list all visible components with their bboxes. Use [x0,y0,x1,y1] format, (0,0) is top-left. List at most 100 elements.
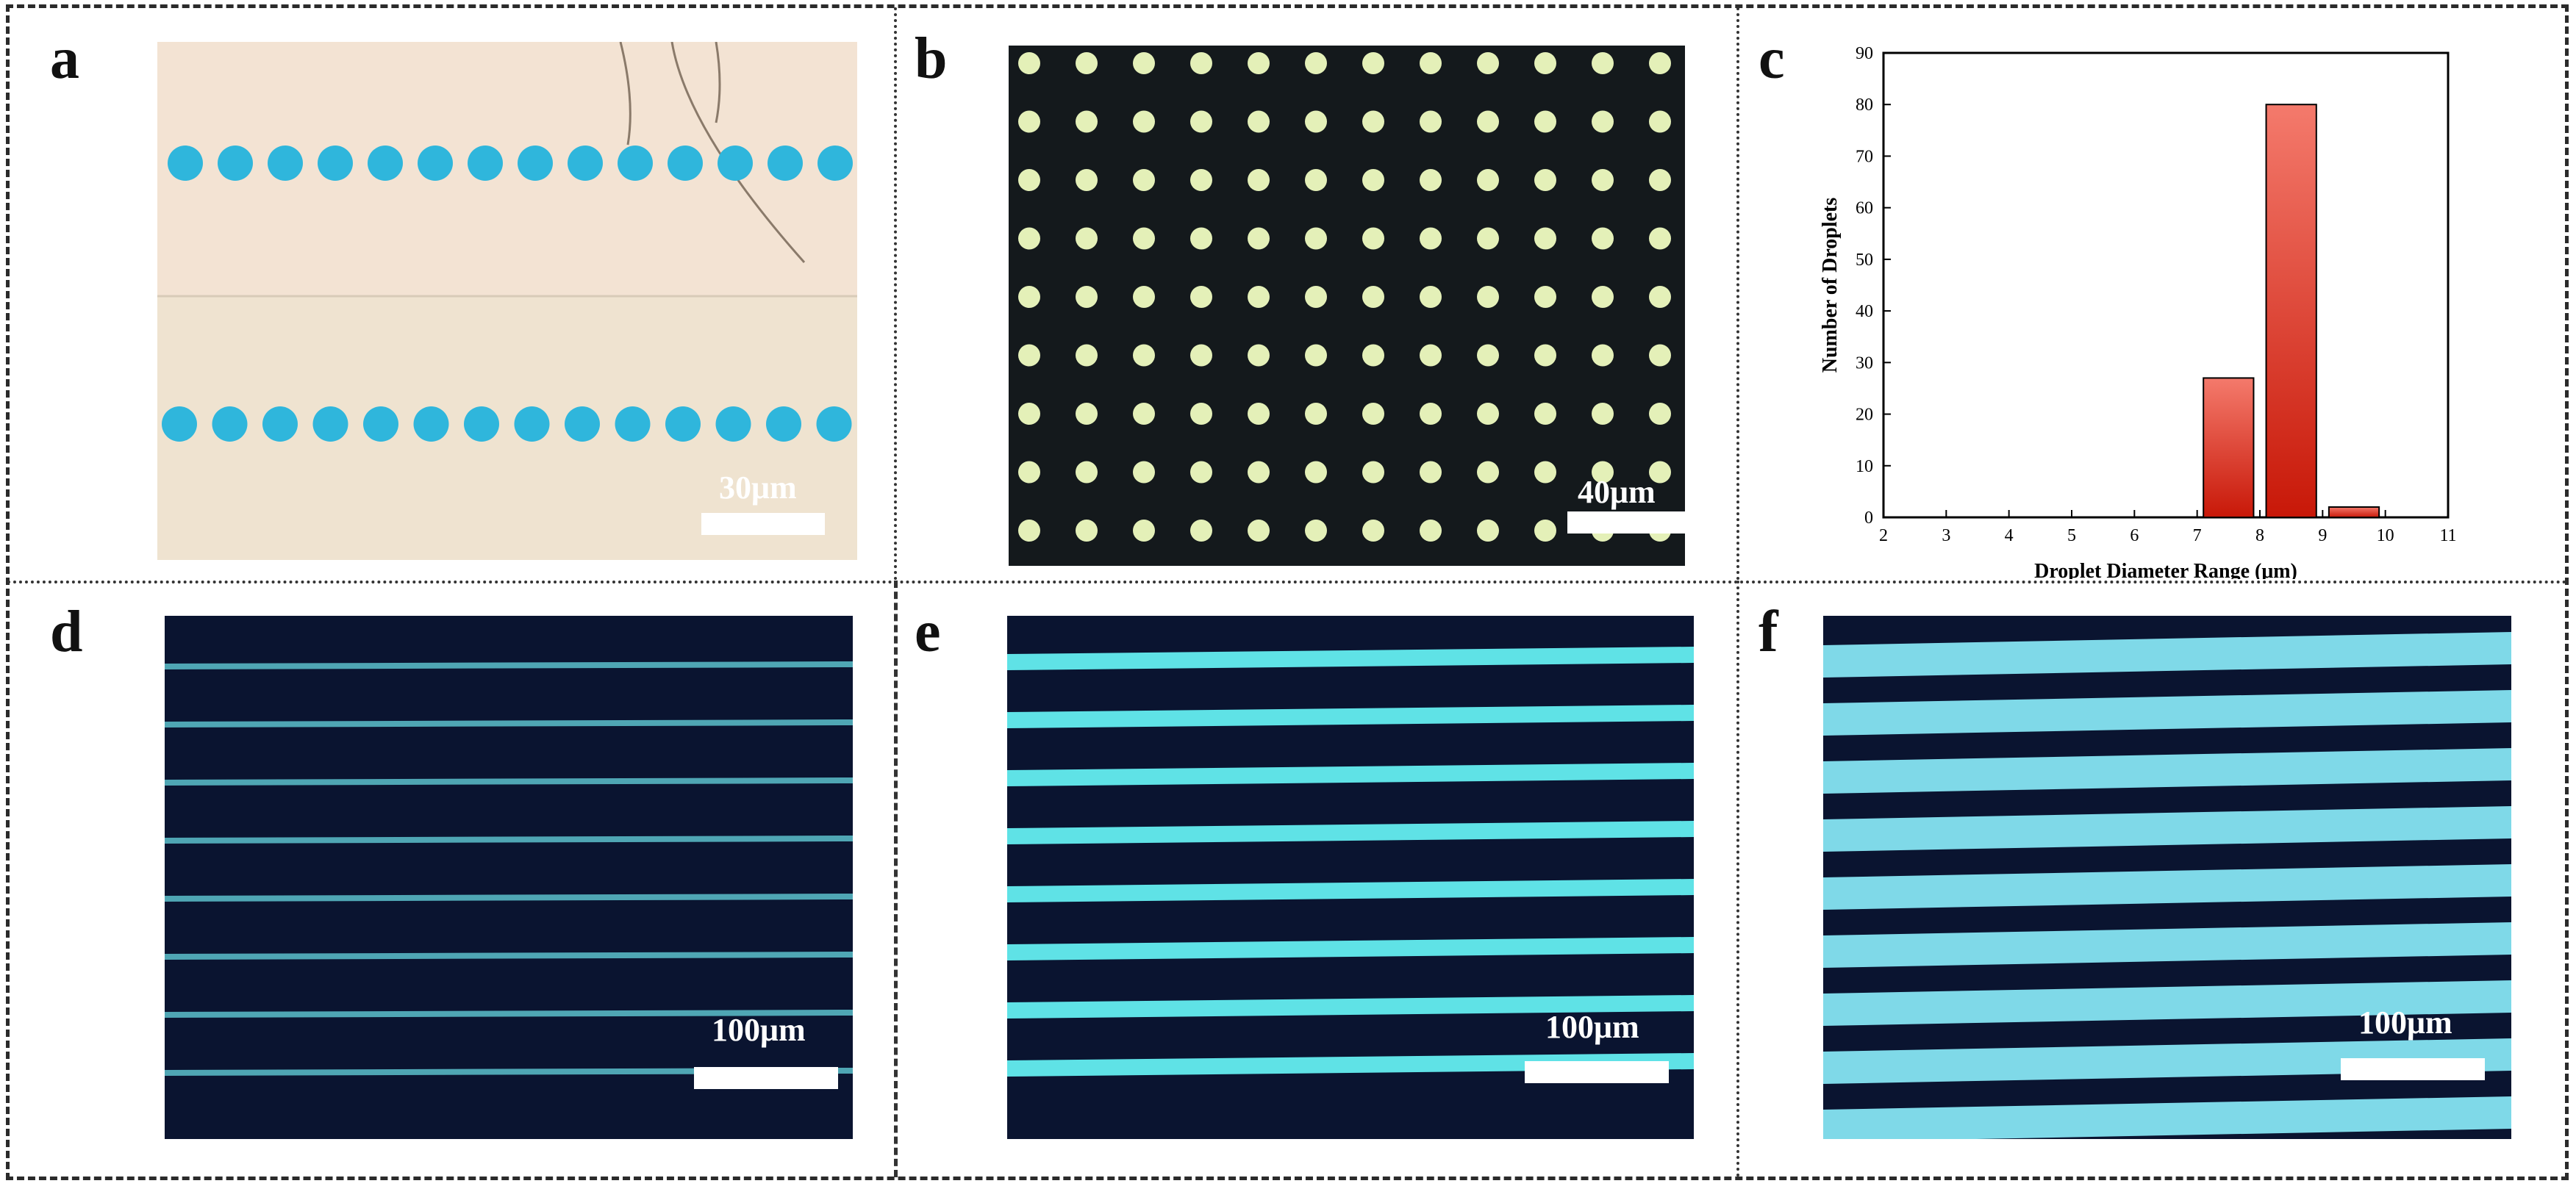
droplet [615,406,651,442]
printed-line [1007,763,1694,786]
y-tick-label: 30 [1856,353,1873,373]
histogram-chart: 2 3 4 5 6 7 8 9 10 11 0 10 20 30 40 50 60 70 80 90 Droplet… [1819,44,2457,579]
array-dot [1420,227,1442,250]
y-tick-label: 20 [1856,406,1873,425]
array-dot [1076,344,1098,367]
micrograph-e [1007,616,1694,1139]
scale-label-b: 40μm [1578,474,1656,510]
array-dot [1190,403,1212,425]
array-dot [1190,286,1212,308]
array-dot [1534,403,1556,425]
droplet [816,406,852,442]
plot-area [1882,51,2450,519]
array-dot [1592,286,1614,308]
y-tick-label: 60 [1856,199,1873,218]
array-dot [1477,227,1499,250]
droplet [514,406,550,442]
panel-letter-c: c [1759,26,1785,91]
array-dot [1420,403,1442,425]
printed-line [165,894,853,902]
scale-bar-d [694,1067,838,1089]
array-dot [1133,227,1155,250]
array-dot [1420,110,1442,133]
array-dot [1133,286,1155,308]
array-dot [1420,344,1442,367]
array-dot [1248,286,1270,308]
droplet [518,146,553,181]
array-dot [1534,520,1556,542]
droplet [312,406,348,442]
scale-bar-e [1525,1061,1669,1083]
array-dot [1534,286,1556,308]
panel-letter-f: f [1759,600,1778,664]
y-tick-label: 0 [1864,509,1873,528]
array-dot [1649,344,1671,367]
droplet [212,406,248,442]
array-dot [1076,110,1098,133]
array-dot [1133,520,1155,542]
array-dot [1420,461,1442,484]
droplet [468,146,503,181]
line-pattern-d [165,616,853,1139]
printed-line [1007,995,1694,1019]
panel-letter-e: e [915,600,941,664]
x-tick-label: 7 [2193,526,2202,545]
array-dot [1133,110,1155,133]
array-dot [1133,52,1155,74]
array-dot [1248,520,1270,542]
histogram-bar [2203,377,2255,518]
array-dot [1305,403,1327,425]
array-dot [1534,461,1556,484]
array-dot [1018,227,1040,250]
scale-label-e: 100μm [1545,1009,1639,1045]
array-dot [1248,110,1270,133]
droplet-row-bottom [162,406,852,442]
scale-label-d: 100μm [712,1012,806,1048]
droplet [618,146,653,181]
y-tick-label: 50 [1856,251,1873,270]
droplet [568,146,603,181]
array-dot [1477,461,1499,484]
array-dot [1592,461,1614,484]
x-tick-label: 11 [2439,526,2456,545]
array-dot [1362,344,1384,367]
x-tick-label: 3 [1942,526,1950,545]
printed-line [165,777,853,786]
printed-line [165,952,853,960]
array-dot [1018,286,1040,308]
x-tick-label: 2 [1879,526,1888,545]
array-dot [1649,286,1671,308]
droplet [817,146,853,181]
array-dot [1076,52,1098,74]
array-dot [1649,461,1671,484]
printed-line [1823,864,2511,910]
array-dot [1076,227,1098,250]
array-dot [1248,169,1270,191]
droplet [268,146,303,181]
array-dot [1477,286,1499,308]
y-tick-label: 80 [1856,96,1873,115]
array-dot [1592,403,1614,425]
array-dot [1649,227,1671,250]
micrograph-a-svg [157,42,857,560]
array-dot [1018,169,1040,191]
array-dot [1477,110,1499,133]
printed-line [1007,937,1694,960]
printed-line [165,1010,853,1018]
printed-line [1007,647,1694,670]
array-dot [1133,344,1155,367]
printed-line [165,1068,853,1076]
array-dot [1649,110,1671,133]
array-dot [1076,403,1098,425]
divider-ef [1736,581,1739,1177]
array-dot [1190,520,1212,542]
droplet [162,406,197,442]
array-dot [1362,461,1384,484]
printed-line [1823,748,2511,794]
droplet [368,146,403,181]
micrograph-b-svg [1009,46,1685,566]
array-dot [1477,344,1499,367]
droplet [363,406,398,442]
divider-ab [894,7,897,581]
array-dot [1362,110,1384,133]
